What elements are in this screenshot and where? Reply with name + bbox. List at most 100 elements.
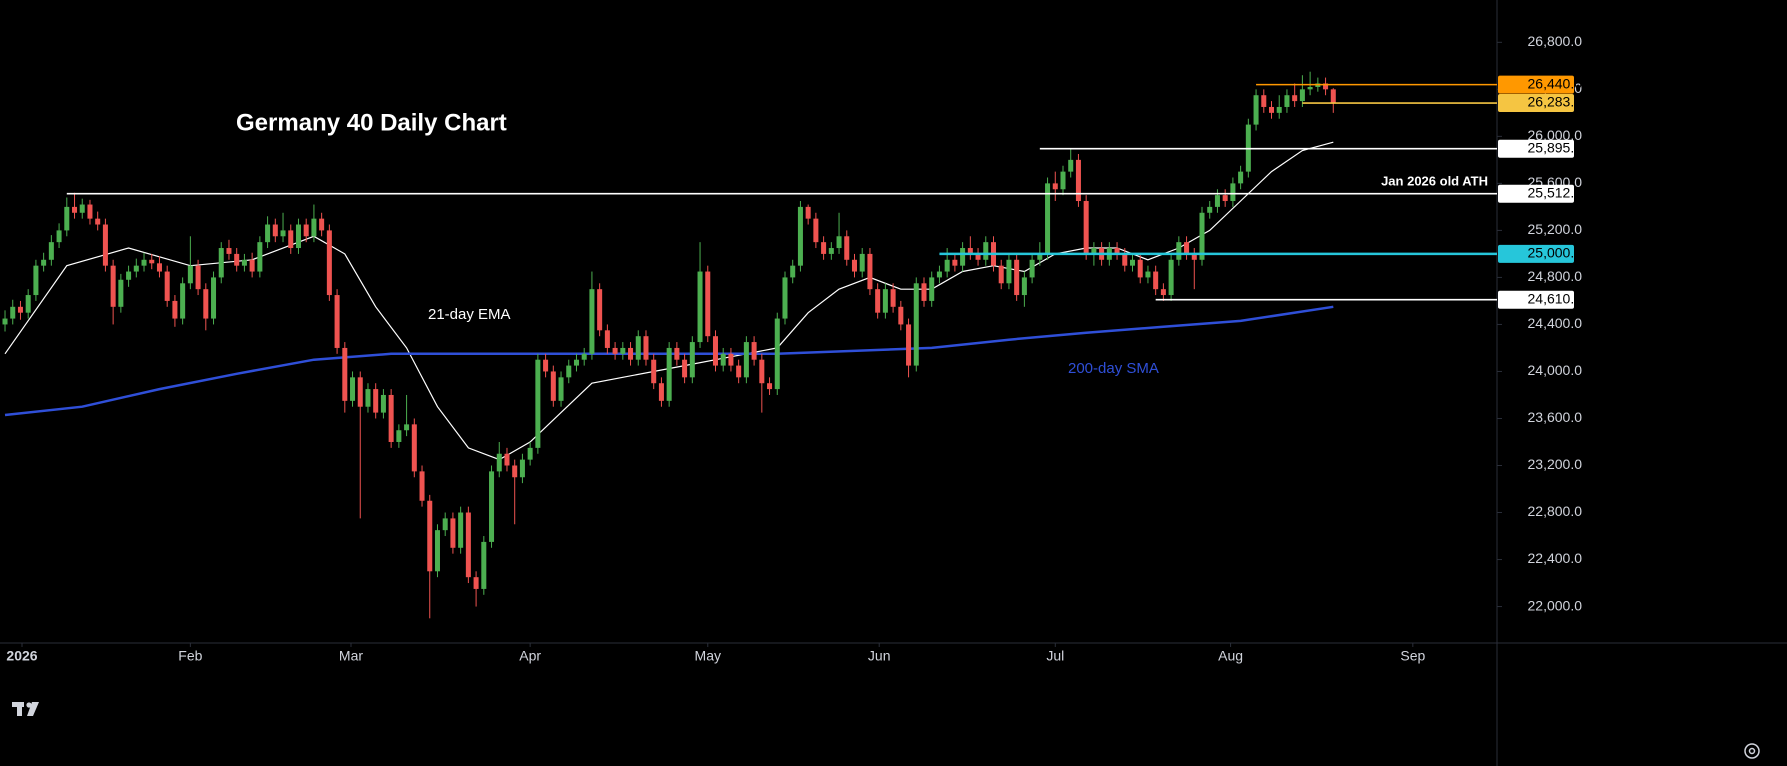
candle-body [234, 253, 240, 266]
candle-body [149, 259, 155, 264]
candle-body [836, 236, 842, 249]
candle-body [388, 394, 394, 442]
x-tick-label: Sep [1400, 648, 1425, 664]
candle-body [1122, 253, 1128, 266]
candle-body [1129, 259, 1136, 266]
candle-body [1037, 253, 1043, 260]
candle-body [180, 283, 186, 319]
chart-title: Germany 40 Daily Chart [236, 109, 507, 136]
price-tag [1498, 184, 1574, 203]
candle-body [272, 224, 278, 237]
candle-body [126, 271, 132, 280]
candle-body [56, 230, 62, 243]
candle-body [319, 218, 325, 231]
y-tick-label: 26,000.0 [1528, 127, 1583, 143]
candle-body [241, 259, 247, 266]
candle-body [712, 336, 718, 366]
candle-body [249, 259, 255, 272]
candle-body [25, 295, 31, 313]
candle-body [1068, 159, 1074, 172]
x-tick-label: Apr [519, 648, 541, 664]
candle-body [913, 283, 919, 366]
candle-body [898, 306, 904, 325]
candle-body [95, 218, 101, 225]
candle-body [265, 224, 271, 243]
candle-body [1137, 259, 1143, 278]
candle-body [805, 206, 811, 219]
y-tick-label: 25,200.0 [1528, 221, 1583, 237]
sma-label: 200-day SMA [1068, 360, 1159, 377]
candle-body [303, 224, 309, 237]
candle-body [48, 242, 54, 260]
price-tag [1498, 75, 1574, 94]
candle-body [288, 230, 294, 249]
x-tick-label: Feb [178, 648, 202, 664]
candle-body [1222, 195, 1228, 202]
y-tick-label: 22,000.0 [1528, 597, 1583, 613]
candle-body [404, 424, 410, 431]
x-tick-label: 2026 [6, 648, 37, 664]
candle-body [643, 336, 649, 360]
candle-body [102, 224, 108, 266]
candle-body [1029, 259, 1035, 278]
candle-body [1292, 95, 1298, 102]
candle-body [1006, 259, 1012, 284]
candle-body [450, 518, 456, 548]
candle-body [203, 289, 209, 319]
candle-body [1075, 159, 1081, 202]
candle-body [133, 265, 139, 272]
candle-body [334, 295, 340, 348]
candle-body [813, 218, 819, 243]
candle-body [1014, 259, 1020, 296]
candle-body [558, 377, 564, 401]
candle-body [1268, 106, 1275, 113]
y-tick-label: 23,600.0 [1528, 409, 1583, 425]
candle-body [743, 342, 749, 378]
candle-body [844, 236, 850, 260]
candle-body [33, 265, 39, 296]
candle-body [141, 259, 147, 266]
candle-body [1207, 206, 1213, 213]
candle-body [17, 306, 23, 313]
candle-body [1191, 253, 1197, 260]
candle-body [1160, 289, 1166, 296]
y-tick-label: 26,800.0 [1528, 33, 1583, 49]
price-tag-label: 26,440.0 [1528, 75, 1583, 91]
candle-body [697, 271, 703, 343]
candle-body [411, 424, 417, 472]
x-tick-label: Aug [1218, 648, 1243, 664]
candle-body [1184, 242, 1190, 254]
candle-body [187, 265, 193, 284]
candle-body [218, 248, 224, 278]
candle-body [635, 336, 641, 360]
price-tag [1498, 139, 1574, 158]
candle-body [936, 271, 942, 278]
candle-body [573, 359, 579, 366]
x-tick-label: Jun [868, 648, 891, 664]
plot: 22,000.0 22,400.0 22,800.0 23,200.0 23,600.0… [2, 33, 1583, 664]
settings-icon[interactable] [1744, 743, 1760, 759]
candle-body [597, 289, 603, 331]
candle-body [782, 277, 788, 319]
candle-body [357, 377, 363, 407]
candle-body [1021, 277, 1027, 296]
candle-body [295, 224, 301, 249]
candle-body [875, 289, 881, 313]
candle-body [396, 430, 402, 442]
candle-body [326, 230, 332, 296]
price-tag [1498, 290, 1574, 309]
x-tick-label: May [695, 648, 721, 664]
candle-body [496, 453, 502, 472]
candle-body [1238, 171, 1244, 184]
candle-body [1114, 248, 1120, 254]
candle-body [434, 530, 440, 572]
price-tag-label: 26,283.5 [1528, 94, 1583, 110]
candle-body [427, 500, 433, 572]
candle-body [759, 359, 765, 384]
candle-body [682, 359, 688, 378]
y-tick-label: 22,800.0 [1528, 503, 1583, 519]
candle-body [380, 394, 386, 413]
candle-body [164, 271, 170, 301]
y-tick-label: 24,000.0 [1528, 362, 1583, 378]
